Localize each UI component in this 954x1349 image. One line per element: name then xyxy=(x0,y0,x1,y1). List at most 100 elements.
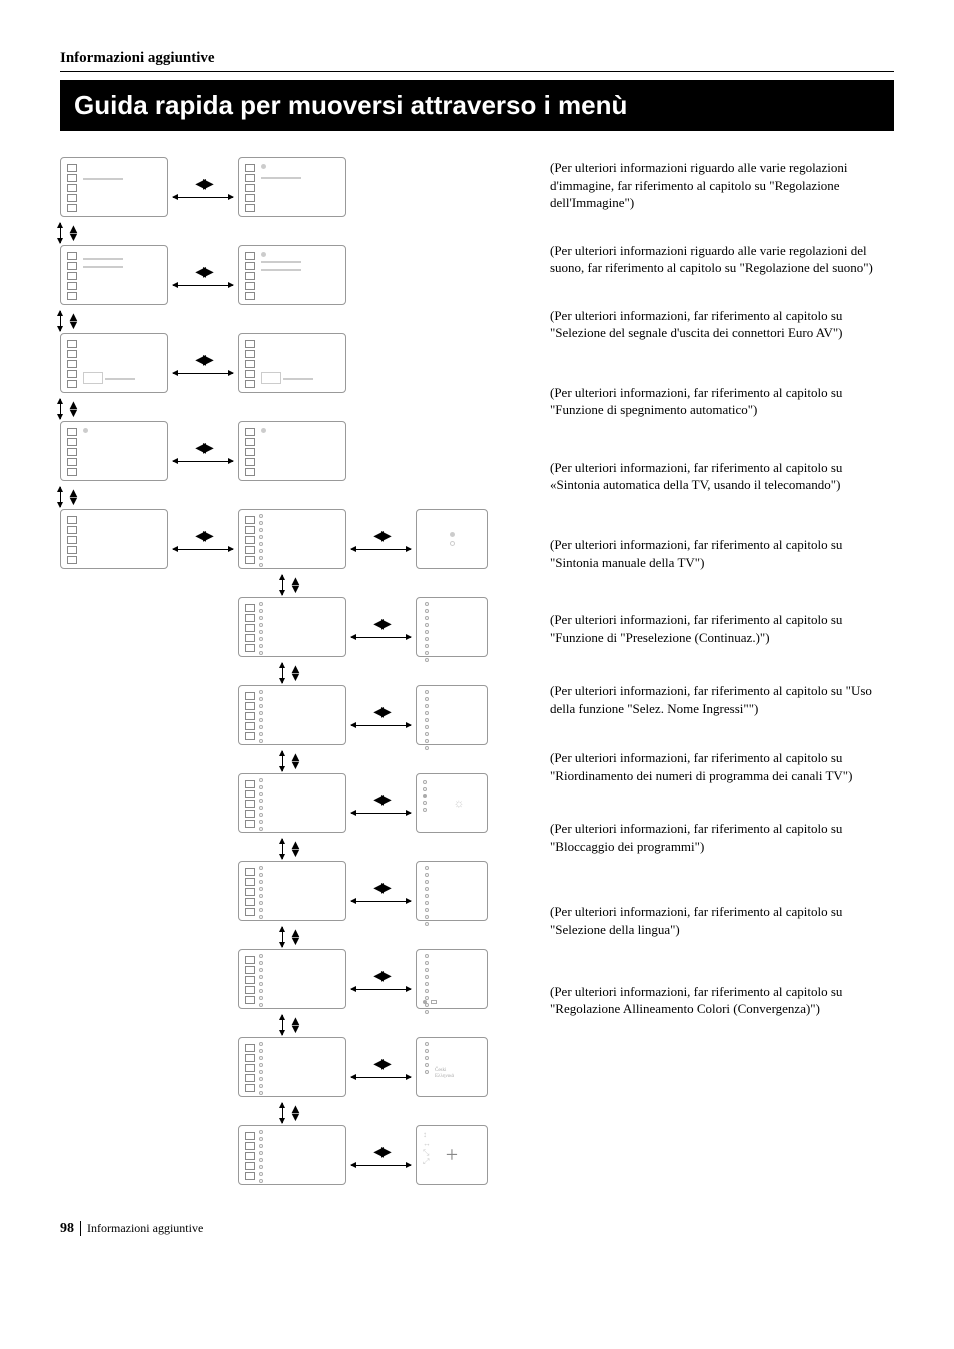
nav-vertical: ▲▼ xyxy=(282,751,550,771)
page-number: 98 xyxy=(60,1221,74,1237)
menu-row-5: ◀▶ ◀▶ xyxy=(60,509,550,569)
result-thumbnail xyxy=(416,949,488,1009)
left-right-arrows-icon: ◀▶ xyxy=(195,176,211,193)
left-right-arrows-icon: ◀▶ xyxy=(195,352,211,369)
menu-description: (Per ulteriori informazioni, far riferim… xyxy=(550,459,894,494)
menu-thumbnail xyxy=(238,861,346,921)
page-title-banner: Guida rapida per muoversi attraverso i m… xyxy=(60,80,894,131)
result-thumbnail: ↕↔⤡⤢ + xyxy=(416,1125,488,1185)
menu-thumbnail xyxy=(238,949,346,1009)
nav-vertical: ▲▼ xyxy=(60,399,550,419)
nav-horizontal: ◀▶ xyxy=(168,245,238,305)
nav-vertical: ▲▼ xyxy=(282,663,550,683)
left-right-arrows-icon: ◀▶ xyxy=(195,264,211,281)
menu-description: (Per ulteriori informazioni, far riferim… xyxy=(550,820,894,855)
menu-thumbnail xyxy=(60,245,168,305)
left-right-arrows-icon: ◀▶ xyxy=(195,440,211,457)
diagram-column: ◀▶ ▲▼ ◀▶ xyxy=(60,157,550,1191)
up-down-arrows-icon: ▲▼ xyxy=(67,313,80,329)
nav-horizontal: ◀▶ xyxy=(346,1125,416,1185)
menu-row-3: ◀▶ xyxy=(60,333,550,393)
nav-horizontal: ◀▶ xyxy=(346,685,416,745)
sun-icon: ☼ xyxy=(454,796,465,811)
menu-description: (Per ulteriori informazioni, far riferim… xyxy=(550,384,894,419)
menu-row-2: ◀▶ xyxy=(60,245,550,305)
result-thumbnail xyxy=(416,597,488,657)
menu-thumbnail xyxy=(60,157,168,217)
menu-row-1: ◀▶ xyxy=(60,157,550,217)
plus-icon: + xyxy=(446,1142,458,1168)
nav-vertical: ▲▼ xyxy=(282,575,550,595)
result-thumbnail: ☼ xyxy=(416,773,488,833)
left-right-arrows-icon: ◀▶ xyxy=(373,792,389,809)
menu-row-4: ◀▶ xyxy=(60,421,550,481)
up-down-arrows-icon: ▲▼ xyxy=(67,225,80,241)
menu-thumbnail xyxy=(60,333,168,393)
nav-horizontal: ◀▶ xyxy=(346,773,416,833)
result-thumbnail xyxy=(416,509,488,569)
up-down-arrows-icon: ▲▼ xyxy=(289,665,302,681)
nav-horizontal: ◀▶ xyxy=(346,597,416,657)
up-down-arrows-icon: ▲▼ xyxy=(289,1105,302,1121)
left-right-arrows-icon: ◀▶ xyxy=(373,968,389,985)
menu-description: (Per ulteriori informazioni, far riferim… xyxy=(550,682,894,717)
nav-vertical: ▲▼ xyxy=(282,1103,550,1123)
nav-vertical: ▲▼ xyxy=(282,927,550,947)
nav-horizontal: ◀▶ xyxy=(168,509,238,569)
menu-thumbnail xyxy=(238,509,346,569)
page-footer: 98 Informazioni aggiuntive xyxy=(60,1221,894,1237)
left-right-arrows-icon: ◀▶ xyxy=(373,1056,389,1073)
menu-description: (Per ulteriori informazioni, far riferim… xyxy=(550,307,894,342)
up-down-arrows-icon: ▲▼ xyxy=(289,1017,302,1033)
nav-vertical: ▲▼ xyxy=(282,839,550,859)
menu-row-8: ◀▶ ☼ xyxy=(238,773,550,833)
menu-description: (Per ulteriori informazioni, far riferim… xyxy=(550,983,894,1018)
nav-vertical: ▲▼ xyxy=(60,223,550,243)
menu-row-6: ◀▶ xyxy=(238,597,550,657)
menu-row-11: ◀▶ ČeskiΕλληνικά xyxy=(238,1037,550,1097)
nav-horizontal: ◀▶ xyxy=(168,157,238,217)
nav-horizontal: ◀▶ xyxy=(346,949,416,1009)
menu-thumbnail xyxy=(238,685,346,745)
nav-horizontal: ◀▶ xyxy=(168,333,238,393)
section-label: Informazioni aggiuntive xyxy=(60,50,894,72)
menu-thumbnail xyxy=(238,333,346,393)
left-right-arrows-icon: ◀▶ xyxy=(373,616,389,633)
up-down-arrows-icon: ▲▼ xyxy=(289,577,302,593)
menu-thumbnail xyxy=(238,773,346,833)
result-thumbnail xyxy=(416,685,488,745)
menu-description: (Per ulteriori informazioni, far riferim… xyxy=(550,749,894,784)
menu-row-12: ◀▶ ↕↔⤡⤢ + xyxy=(238,1125,550,1185)
descriptions-column: (Per ulteriori informazioni riguardo all… xyxy=(550,157,894,1191)
up-down-arrows-icon: ▲▼ xyxy=(289,753,302,769)
menu-row-7: ◀▶ xyxy=(238,685,550,745)
menu-thumbnail xyxy=(238,1037,346,1097)
nav-horizontal: ◀▶ xyxy=(346,861,416,921)
nav-horizontal: ◀▶ xyxy=(346,509,416,569)
menu-description: (Per ulteriori informazioni, far riferim… xyxy=(550,536,894,571)
up-down-arrows-icon: ▲▼ xyxy=(67,401,80,417)
up-down-arrows-icon: ▲▼ xyxy=(289,841,302,857)
menu-thumbnail xyxy=(238,421,346,481)
menu-description: (Per ulteriori informazioni, far riferim… xyxy=(550,903,894,938)
left-right-arrows-icon: ◀▶ xyxy=(373,1144,389,1161)
menu-thumbnail xyxy=(60,509,168,569)
up-down-arrows-icon: ▲▼ xyxy=(67,489,80,505)
result-thumbnail: ČeskiΕλληνικά xyxy=(416,1037,488,1097)
footer-section-label: Informazioni aggiuntive xyxy=(80,1221,203,1236)
menu-description: (Per ulteriori informazioni riguardo all… xyxy=(550,159,894,212)
menu-description: (Per ulteriori informazioni riguardo all… xyxy=(550,242,894,277)
nav-vertical: ▲▼ xyxy=(60,311,550,331)
menu-thumbnail xyxy=(238,245,346,305)
menu-thumbnail xyxy=(238,157,346,217)
nav-vertical: ▲▼ xyxy=(60,487,550,507)
left-right-arrows-icon: ◀▶ xyxy=(373,880,389,897)
result-thumbnail xyxy=(416,861,488,921)
left-right-arrows-icon: ◀▶ xyxy=(195,528,211,545)
nav-horizontal: ◀▶ xyxy=(168,421,238,481)
left-right-arrows-icon: ◀▶ xyxy=(373,528,389,545)
left-right-arrows-icon: ◀▶ xyxy=(373,704,389,721)
menu-thumbnail xyxy=(238,597,346,657)
content-container: ◀▶ ▲▼ ◀▶ xyxy=(60,157,894,1191)
menu-row-9: ◀▶ xyxy=(238,861,550,921)
